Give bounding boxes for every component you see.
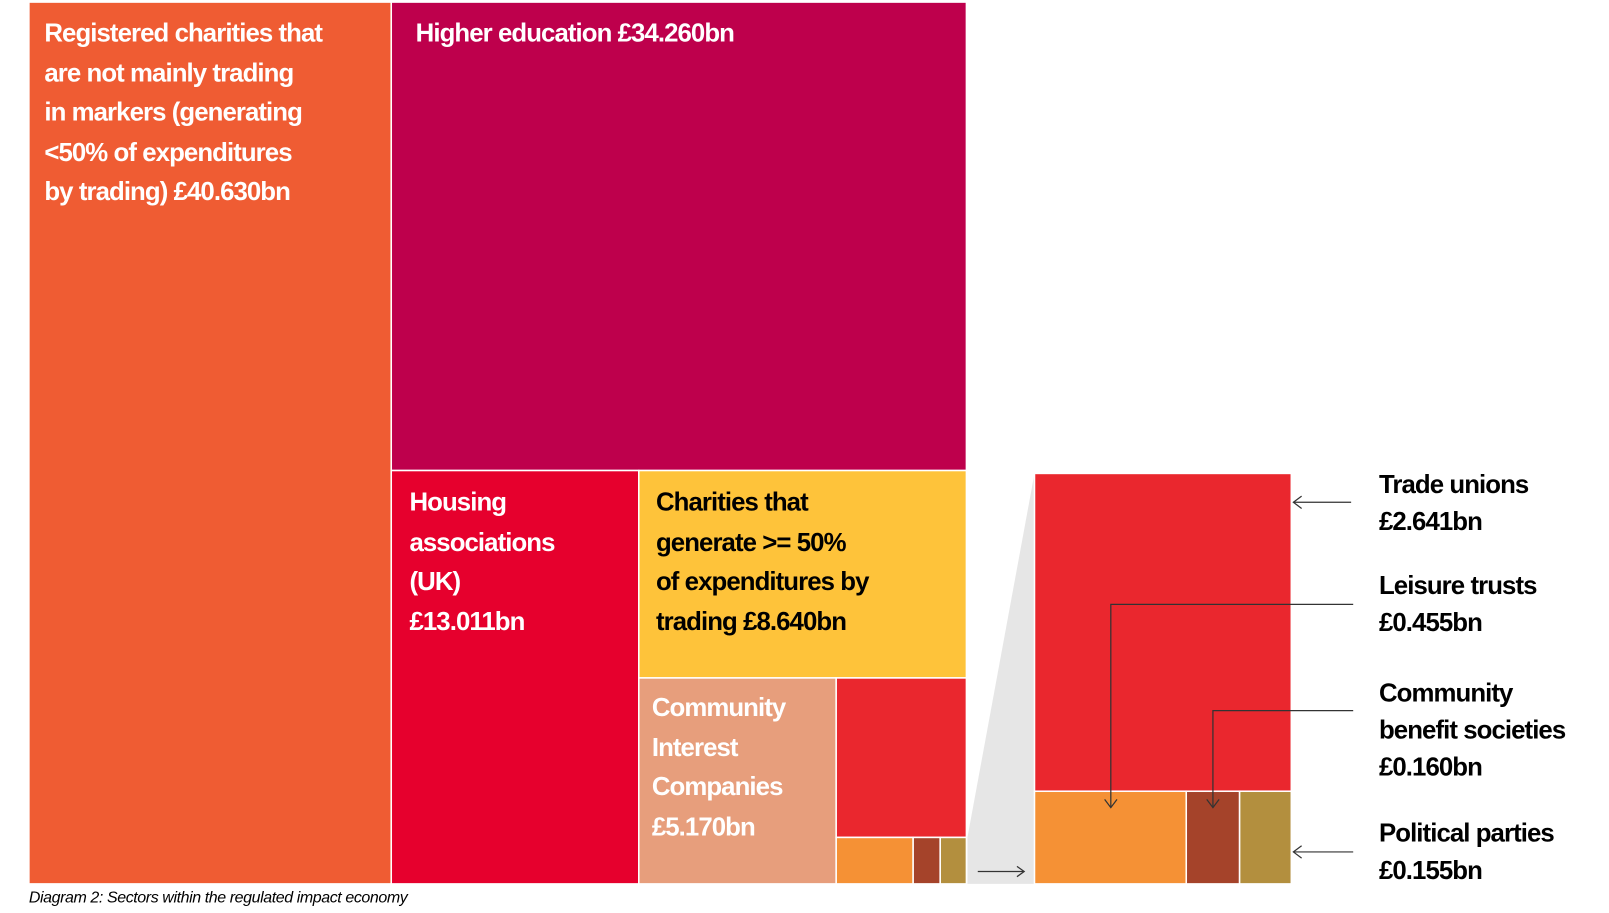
label-community-benefit-societies: Community benefit societies £0.160bn (1378, 675, 1566, 786)
tile-community-interest-companies (638, 677, 837, 885)
label-line: Interest (651, 732, 739, 762)
label-registered-charities: Registered charities that are not mainly … (44, 13, 323, 212)
label-line: Companies (651, 772, 784, 802)
label-line: associations (409, 527, 555, 557)
tile-housing-associations (390, 469, 640, 885)
label-line: <50% of expenditures (44, 137, 292, 167)
trade-unions-arrow-head-icon (1292, 495, 1302, 509)
tile-registered-charities (28, 1, 393, 885)
tile-higher-education (390, 1, 968, 472)
label-line: £5.170bn (651, 812, 756, 842)
label-line: Registered charities that (44, 18, 323, 48)
tile-political-parties (939, 836, 968, 885)
zoom-arrow-head-icon (1016, 865, 1026, 878)
tile-community-benefit-societies (912, 836, 941, 885)
tile-trade-unions (835, 677, 968, 839)
label-line: £13.011bn (409, 606, 525, 636)
label-line: benefit societies (1378, 715, 1566, 745)
label-line: Community (651, 693, 786, 722)
label-line: Political parties (1378, 818, 1555, 848)
label-line: are not mainly trading (44, 58, 294, 88)
label-community-interest-companies: Community Interest Companies £5.170bn (651, 688, 786, 847)
chart-caption: Diagram 2: Sectors within the regulated … (28, 889, 408, 907)
label-line: by trading) £40.630bn (44, 177, 291, 207)
label-line: Housing (409, 487, 507, 517)
label-housing-associations: Housing associations (UK) £13.011bn (409, 483, 555, 642)
label-line: £0.160bn (1378, 752, 1483, 782)
label-trade-unions: Trade unions £2.641bn (1378, 466, 1529, 540)
label-line: Higher education £34.260bn (415, 18, 735, 48)
label-line: (UK) (409, 567, 461, 597)
zoom-tile-political-parties (1238, 790, 1293, 885)
label-line: generate >= 50% (655, 527, 847, 557)
leisure-trusts-pointer (1110, 603, 1354, 808)
label-line: £2.641bn (1378, 507, 1483, 537)
label-line: of expenditures by (655, 567, 869, 597)
label-line: in markers (generating (44, 97, 303, 127)
label-line: Leisure trusts (1378, 571, 1537, 601)
label-line: trading £8.640bn (655, 606, 847, 636)
label-line: £0.455bn (1378, 608, 1483, 638)
community-benefit-arrow-head-icon (1206, 798, 1220, 809)
zoom-band (967, 473, 1035, 884)
label-higher-education: Higher education £34.260bn (415, 13, 735, 53)
zoom-tile-trade-unions (1033, 472, 1293, 793)
zoom-tile-community-benefit-societies (1185, 790, 1241, 885)
leisure-trusts-arrow-head-icon (1104, 798, 1118, 809)
label-line: Charities that (655, 487, 809, 517)
label-political-parties: Political parties £0.155bn (1378, 815, 1555, 889)
label-line: £0.155bn (1378, 856, 1483, 885)
tile-leisure-trusts (835, 836, 914, 885)
label-leisure-trusts: Leisure trusts £0.455bn (1379, 567, 1537, 641)
label-trading-charities: Charities that generate >= 50% of expendit… (656, 483, 869, 642)
label-line: Community (1378, 678, 1513, 708)
tile-trading-charities (638, 469, 968, 679)
political-parties-arrow-head-icon (1292, 845, 1302, 859)
label-line: Trade unions (1378, 470, 1529, 500)
community-benefit-pointer (1212, 710, 1354, 808)
